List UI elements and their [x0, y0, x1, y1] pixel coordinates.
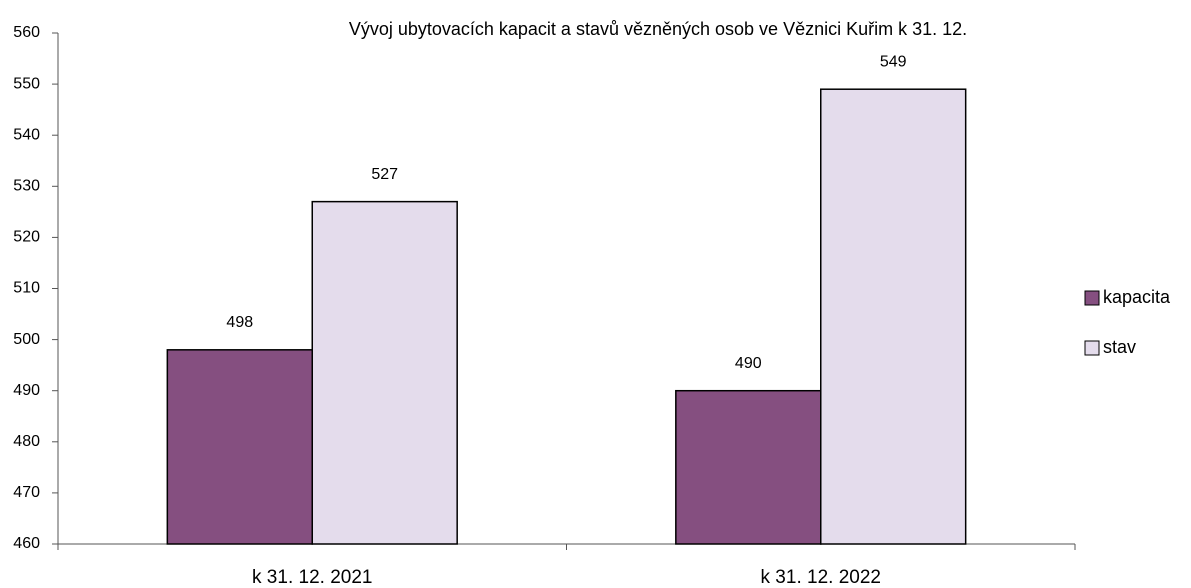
- data-label: 490: [735, 355, 762, 372]
- y-tick-label: 520: [13, 229, 40, 246]
- y-tick-label: 510: [13, 280, 40, 297]
- data-label: 549: [880, 53, 907, 70]
- chart-title: Vývoj ubytovacích kapacit a stavů vězněn…: [349, 19, 967, 39]
- data-label: 498: [226, 314, 253, 331]
- x-tick-label: k 31. 12. 2022: [761, 567, 881, 588]
- bar: [166, 349, 313, 545]
- y-tick-label: 540: [13, 126, 40, 143]
- legend-swatch: [1084, 340, 1100, 356]
- y-tick-label: 550: [13, 75, 40, 92]
- legend-swatch: [1084, 290, 1100, 306]
- y-tick-label: 470: [13, 484, 40, 501]
- y-tick-label: 490: [13, 382, 40, 399]
- legend-label: kapacita: [1103, 287, 1171, 307]
- x-tick-label: k 31. 12. 2021: [252, 567, 372, 588]
- y-tick-label: 560: [13, 24, 40, 41]
- y-tick-label: 480: [13, 433, 40, 450]
- data-label: 527: [371, 166, 398, 183]
- legend-label: stav: [1103, 337, 1136, 357]
- y-tick-label: 500: [13, 331, 40, 348]
- y-tick-label: 460: [13, 535, 40, 552]
- bar: [675, 389, 822, 545]
- bar: [311, 200, 458, 545]
- y-tick-label: 530: [13, 178, 40, 195]
- bar: [820, 88, 967, 545]
